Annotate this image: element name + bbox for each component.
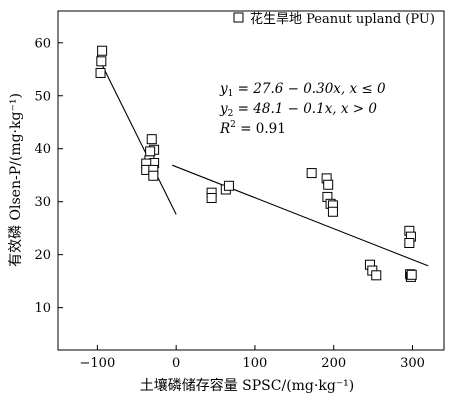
r-squared-r: R xyxy=(219,121,230,137)
y-tick-label: 10 xyxy=(34,301,51,316)
data-point xyxy=(404,238,415,249)
data-point xyxy=(146,134,157,145)
y-tick-label: 50 xyxy=(34,89,51,104)
legend-marker xyxy=(233,12,244,23)
data-point xyxy=(223,180,234,191)
equation-1-y: y xyxy=(219,81,228,97)
fit-line-1 xyxy=(96,55,177,215)
data-point xyxy=(406,269,417,280)
y-tick-label: 30 xyxy=(34,195,51,210)
data-point xyxy=(206,192,217,203)
data-point xyxy=(97,45,108,56)
equation-2-y: y xyxy=(219,101,228,117)
data-point xyxy=(95,67,106,78)
data-points xyxy=(95,45,417,282)
data-point xyxy=(96,56,107,67)
x-axis: −100 0 100 200 300 xyxy=(80,345,425,371)
x-tick-label: 100 xyxy=(243,356,268,371)
y-tick-label: 20 xyxy=(34,248,51,263)
y-tick-label: 60 xyxy=(34,36,51,51)
legend-label: 花生旱地 Peanut upland (PU) xyxy=(250,11,435,27)
equation-2-body: = 48.1 − 0.1x, x > 0 xyxy=(233,101,377,117)
x-axis-label: 土壤磷储存容量 SPSC/(mg·kg⁻¹) xyxy=(140,377,355,394)
x-tick-label: 300 xyxy=(400,356,425,371)
legend: 花生旱地 Peanut upland (PU) xyxy=(233,11,435,27)
equation-2-subscript: 2 xyxy=(228,109,234,119)
data-point xyxy=(148,170,159,181)
plot-frame xyxy=(57,10,445,351)
data-point xyxy=(323,179,334,190)
r-squared-superscript: 2 xyxy=(230,120,236,130)
y-axis: 10 20 30 40 50 60 xyxy=(34,36,63,316)
r-squared: R2 = 0.91 xyxy=(219,120,286,137)
data-point xyxy=(306,168,317,179)
x-tick-label: 0 xyxy=(172,356,180,371)
data-point xyxy=(327,206,338,217)
fit-lines xyxy=(96,55,429,267)
y-axis-label: 有效磷 Olsen-P/(mg·kg⁻¹) xyxy=(8,93,24,267)
y-tick-label: 40 xyxy=(34,142,51,157)
plot-area xyxy=(57,10,445,351)
fit-annotation: y1 = 27.6 − 0.30x, x ≤ 0 y2 = 48.1 − 0.1… xyxy=(219,81,386,137)
data-point xyxy=(371,270,382,281)
equation-2: y2 = 48.1 − 0.1x, x > 0 xyxy=(219,101,377,119)
data-point xyxy=(145,146,156,157)
equation-1-body: = 27.6 − 0.30x, x ≤ 0 xyxy=(233,81,386,97)
fit-line-2 xyxy=(172,164,429,267)
r-squared-value: = 0.91 xyxy=(236,121,286,137)
x-tick-label: −100 xyxy=(80,356,116,371)
x-tick-label: 200 xyxy=(321,356,346,371)
equation-1-subscript: 1 xyxy=(228,89,234,99)
equation-1: y1 = 27.6 − 0.30x, x ≤ 0 xyxy=(219,81,386,99)
